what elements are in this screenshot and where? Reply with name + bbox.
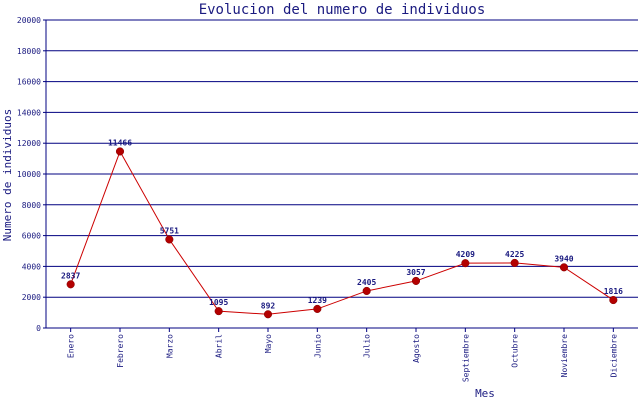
y-axis-title: Numero de individuos bbox=[1, 109, 14, 241]
x-tick-label: Octubre bbox=[511, 334, 520, 368]
axes bbox=[43, 19, 638, 332]
data-label: 5751 bbox=[160, 226, 179, 235]
data-point bbox=[214, 307, 223, 316]
data-label: 11466 bbox=[108, 138, 132, 147]
y-tick-label: 16000 bbox=[17, 78, 41, 87]
y-tick-label: 20000 bbox=[17, 16, 41, 25]
x-tick-label: Abril bbox=[215, 334, 224, 358]
data-label: 4209 bbox=[456, 250, 475, 259]
y-tick-label: 18000 bbox=[17, 47, 41, 56]
data-point bbox=[66, 280, 75, 289]
x-tick-label: Mayo bbox=[264, 334, 273, 353]
data-label: 892 bbox=[261, 301, 276, 310]
chart-title: Evolucion del numero de individuos bbox=[199, 2, 486, 18]
x-axis-title: Mes bbox=[475, 387, 495, 400]
data-label: 1239 bbox=[308, 296, 327, 305]
data-point bbox=[559, 263, 569, 272]
data-point bbox=[411, 276, 421, 285]
data-point bbox=[313, 304, 322, 313]
data-label: 2405 bbox=[357, 278, 376, 287]
x-tick-label: Agosto bbox=[412, 334, 421, 363]
x-tick-label: Septiembre bbox=[461, 334, 470, 382]
data-label: 3057 bbox=[406, 268, 425, 277]
data-point bbox=[263, 310, 273, 319]
data-point bbox=[510, 258, 519, 267]
x-tick-label: Julio bbox=[363, 334, 372, 358]
y-tick-label: 6000 bbox=[22, 232, 41, 241]
x-tick-label: Enero bbox=[67, 334, 76, 358]
y-axis-ticks: 0 2000 4000 6000 8000 10000 12000 14000 16000 180… bbox=[17, 16, 41, 333]
grid-lines bbox=[46, 19, 638, 329]
data-point bbox=[115, 147, 125, 156]
y-tick-label: 8000 bbox=[22, 201, 41, 210]
data-point bbox=[362, 286, 371, 296]
x-tick-label: Noviembre bbox=[560, 334, 569, 378]
data-label: 2837 bbox=[61, 271, 80, 280]
x-tick-label: Marzo bbox=[165, 334, 174, 358]
series-line bbox=[70, 150, 614, 315]
data-label: 3940 bbox=[554, 254, 573, 263]
y-tick-label: 14000 bbox=[17, 108, 41, 117]
series-individuos bbox=[66, 147, 618, 319]
y-tick-label: 2000 bbox=[22, 293, 41, 302]
x-tick-label: Junio bbox=[313, 334, 322, 358]
y-tick-label: 0 bbox=[36, 324, 41, 333]
y-tick-label: 10000 bbox=[17, 170, 41, 179]
y-tick-label: 4000 bbox=[22, 262, 41, 271]
data-label: 1816 bbox=[604, 287, 623, 296]
data-point bbox=[461, 259, 470, 268]
x-axis-ticks: Enero Febrero Marzo Abril Mayo Junio Julio Agos… bbox=[67, 334, 619, 382]
data-point bbox=[609, 295, 618, 305]
y-tick-label: 12000 bbox=[17, 139, 41, 148]
data-labels: 2837 11466 5751 1095 892 1239 2405 3057 4209 4225… bbox=[61, 138, 623, 310]
data-label: 4225 bbox=[505, 250, 524, 259]
x-tick-label: Febrero bbox=[116, 334, 125, 368]
data-point bbox=[165, 235, 174, 244]
data-label: 1095 bbox=[209, 298, 228, 307]
x-tick-label: Diciembre bbox=[609, 334, 618, 378]
